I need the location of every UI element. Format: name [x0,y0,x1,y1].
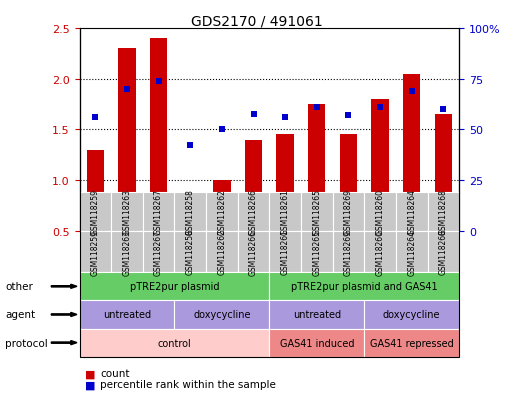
Text: GSM118263: GSM118263 [123,229,131,275]
Text: GSM118259: GSM118259 [91,229,100,275]
Text: untreated: untreated [103,310,151,320]
Text: untreated: untreated [293,310,341,320]
Text: GSM118260: GSM118260 [376,229,385,275]
Text: GSM118268: GSM118268 [439,189,448,235]
Bar [340,135,357,231]
Text: GSM118262: GSM118262 [218,229,226,275]
Text: doxycycline: doxycycline [383,310,441,320]
Bar [213,180,230,231]
Point [344,113,352,119]
Bar [87,150,104,231]
Text: ■: ■ [85,380,95,389]
Text: GSM118258: GSM118258 [186,189,195,235]
Text: agent: agent [5,310,35,320]
Text: GSM118260: GSM118260 [376,189,385,235]
Text: control: control [157,338,191,348]
Bar [150,39,167,231]
Bar [277,135,294,231]
Point [312,104,321,111]
Bar [403,74,420,231]
Bar [182,206,199,231]
Text: GSM118261: GSM118261 [281,229,290,275]
Text: percentile rank within the sample: percentile rank within the sample [100,380,276,389]
Text: other: other [5,282,33,292]
Bar [371,100,389,231]
Point [218,127,226,133]
Point [91,115,100,121]
Text: GSM118258: GSM118258 [186,229,195,275]
Text: GSM118267: GSM118267 [154,189,163,235]
Point [249,112,258,118]
Text: GAS41 repressed: GAS41 repressed [370,338,453,348]
Point [281,115,289,121]
Point [154,78,163,85]
Text: GSM118264: GSM118264 [407,189,416,235]
Text: GDS2170 / 491061: GDS2170 / 491061 [191,14,322,28]
Text: GSM118263: GSM118263 [123,189,131,235]
Text: GSM118265: GSM118265 [312,189,321,235]
Point [186,142,194,149]
Text: pTRE2pur plasmid and GAS41: pTRE2pur plasmid and GAS41 [291,282,438,292]
Text: protocol: protocol [5,338,48,348]
Text: GSM118264: GSM118264 [407,229,416,275]
Point [123,86,131,93]
Text: GSM118259: GSM118259 [91,189,100,235]
Text: GSM118262: GSM118262 [218,189,226,235]
Text: GSM118261: GSM118261 [281,189,290,235]
Bar [245,140,262,231]
Bar [308,105,325,231]
Text: pTRE2pur plasmid: pTRE2pur plasmid [130,282,219,292]
Text: GSM118269: GSM118269 [344,229,353,275]
Text: GSM118268: GSM118268 [439,229,448,275]
Text: ■: ■ [85,368,95,378]
Text: GSM118266: GSM118266 [249,229,258,275]
Text: GSM118266: GSM118266 [249,189,258,235]
Text: GAS41 induced: GAS41 induced [280,338,354,348]
Text: GSM118267: GSM118267 [154,229,163,275]
Point [376,104,384,111]
Text: GSM118265: GSM118265 [312,229,321,275]
Bar [119,49,135,231]
Point [407,88,416,95]
Text: count: count [100,368,130,378]
Bar [435,115,452,231]
Text: GSM118269: GSM118269 [344,189,353,235]
Point [439,107,447,113]
Text: doxycycline: doxycycline [193,310,251,320]
